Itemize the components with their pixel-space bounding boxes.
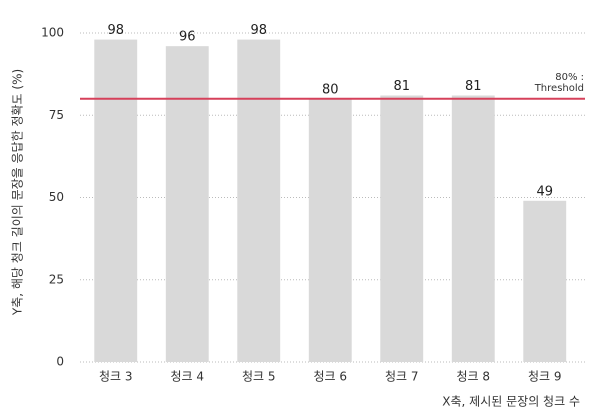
value-label: 81 [393,79,410,94]
x-tick-label: 청크 4 [170,370,204,384]
x-axis-label: X축, 제시된 문장의 청크 수 [442,395,580,409]
x-tick-label: 청크 7 [385,370,419,384]
bar [523,200,567,362]
value-label: 49 [536,184,553,199]
x-tick-label: 청크 5 [242,370,276,384]
x-tick-label: 청크 3 [99,370,133,384]
value-label: 80 [322,82,339,97]
value-label: 98 [107,23,124,38]
threshold-label: 80% : [555,72,584,83]
y-tick-label: 25 [49,272,64,286]
y-tick-label: 50 [49,190,64,204]
x-tick-label: 청크 8 [456,370,490,384]
bar [94,39,138,363]
y-tick-label: 0 [56,355,64,369]
value-label: 81 [465,79,482,94]
y-axis-label: Y축, 해당 청크 길이의 문장을 응답한 정확도 (%) [11,69,25,316]
value-label: 98 [250,23,267,38]
bar [165,46,209,362]
y-tick-label: 75 [49,108,64,122]
bar [380,95,424,362]
y-tick-label: 100 [41,26,64,40]
x-tick-label: 청크 9 [528,370,562,384]
bar [451,95,495,362]
value-label: 96 [179,30,196,45]
x-tick-label: 청크 6 [313,370,347,384]
bar [308,98,352,363]
bar [237,39,281,363]
threshold-label: Threshold [534,83,584,94]
